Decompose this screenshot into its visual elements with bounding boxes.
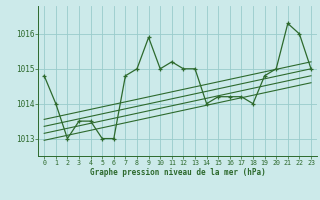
X-axis label: Graphe pression niveau de la mer (hPa): Graphe pression niveau de la mer (hPa) — [90, 168, 266, 177]
